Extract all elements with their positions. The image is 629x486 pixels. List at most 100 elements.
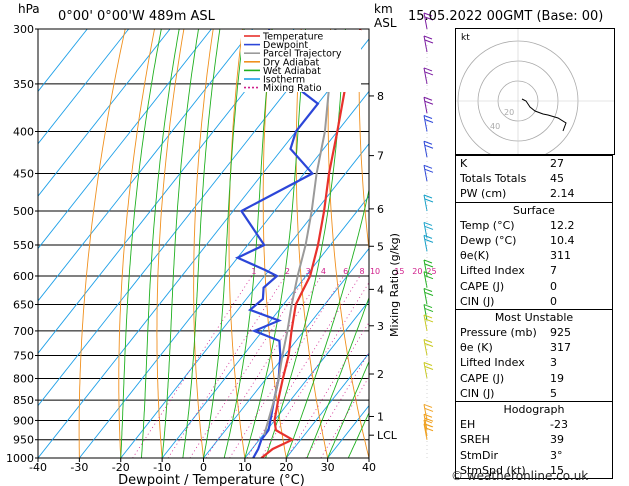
most_unstable-label: CIN (J): [460, 386, 495, 400]
km-tick-label: 1: [377, 410, 384, 423]
wind-barb-icon: [423, 35, 428, 53]
most_unstable-row: Pressure (mb) 925: [456, 325, 612, 340]
wind-barb-icon: [423, 271, 428, 288]
wet-adiabat-line: [120, 29, 162, 458]
hodograph-title: Hodograph: [503, 403, 565, 416]
isotherm-line: [120, 143, 369, 458]
mixing-ratio-line: [286, 321, 369, 458]
wind-barb-icon: [423, 288, 428, 305]
most-unstable-title: Most Unstable: [494, 310, 574, 324]
dry-adiabat-line: [156, 29, 185, 458]
isotherm-line: [38, 29, 295, 354]
legend-label: Dry Adiabat: [263, 57, 320, 68]
dry-adiabat-line: [228, 29, 246, 458]
hodograph-units: kt: [461, 33, 470, 43]
hodograph-panel: kt 20 40: [455, 28, 615, 162]
pressure-tick-label: 950: [13, 434, 34, 447]
wind-barb-flag: [423, 339, 433, 343]
wind-barb-flag: [423, 164, 433, 169]
wind-barb-flag: [423, 194, 433, 199]
wind-barb-flag: [423, 403, 433, 408]
isotherm-line: [38, 38, 369, 458]
hodograph-indices-box: Hodograph EH -23 SREH 39 StmDir 3° StmSpd (kt)…: [455, 401, 613, 479]
most_unstable-value: 19: [550, 371, 564, 385]
legend-background: [241, 30, 361, 92]
wind-barb-flag: [424, 275, 434, 280]
wind-barb-flag: [423, 140, 433, 145]
surface-label: CIN (J): [460, 294, 495, 308]
km-tick-label: 7: [377, 150, 384, 163]
top-value: 45: [550, 172, 564, 186]
wind-barb-flag: [424, 168, 434, 173]
mixing-ratio-line: [229, 275, 345, 458]
wet-adiabat-line: [140, 29, 180, 458]
x-tick-label: 0: [200, 461, 207, 474]
wind-barb-flag: [424, 71, 434, 76]
surface-row: Temp (°C) 12.2: [456, 218, 612, 233]
wind-barb-flag: [423, 96, 433, 101]
mixing-ratio-label: 25: [426, 267, 436, 276]
wind-barb-icon: [423, 235, 428, 252]
pressure-tick-label: 650: [13, 299, 34, 312]
wind-barb-flag: [424, 318, 434, 323]
location-label: 0°00' 0°00'W 489m ASL: [58, 9, 215, 24]
wind-barb-icon: [423, 115, 428, 132]
isotherm-line: [244, 300, 369, 458]
mixing-ratio-line: [132, 275, 253, 458]
pressure-tick-label: 850: [13, 394, 34, 407]
dry-adiabat-line: [358, 29, 369, 253]
wind-barb-icon: [423, 314, 428, 332]
mixing-ratio-line: [246, 275, 361, 458]
mixing-ratio-label: 10: [370, 267, 380, 276]
top-row: K 27: [456, 156, 612, 171]
most_unstable-value: 925: [550, 326, 571, 340]
surface-value: 311: [550, 249, 571, 263]
wet-adiabat-line: [285, 187, 369, 458]
wind-barb-flag: [423, 221, 433, 226]
x-tick-label: -20: [112, 461, 130, 474]
legend-label: Dewpoint: [263, 40, 308, 51]
most_unstable-label: CAPE (J): [460, 371, 505, 385]
most_unstable-label: θe (K): [460, 341, 493, 355]
wet-adiabat-line: [306, 296, 369, 458]
temperature-curve: [260, 29, 362, 458]
credit-label: © weatheronline.co.uk: [451, 469, 589, 483]
parcel-trajectory-curve: [263, 29, 337, 436]
wind-barb-flag: [423, 259, 433, 264]
km-tick-label: LCL: [377, 429, 398, 442]
pressure-tick-label: 350: [13, 78, 34, 91]
pressure-tick-label: 1000: [6, 452, 34, 465]
surface-value: 10.4: [550, 233, 575, 247]
wind-barb-flag: [423, 304, 433, 309]
pressure-tick-label: 300: [13, 23, 34, 36]
wind-barb-flag: [424, 417, 434, 422]
datetime-label: 15.05.2022 00GMT (Base: 00): [408, 9, 604, 24]
wet-adiabat-line: [182, 29, 221, 458]
wind-barb-icon: [423, 194, 428, 212]
most-unstable-box: Most Unstable Pressure (mb) 925 θe (K) 317 L…: [455, 308, 613, 401]
hodograph-row: EH -23: [456, 417, 612, 432]
wind-barb-icon: [423, 259, 428, 277]
isotherm-line: [38, 29, 130, 145]
legend-label: Wet Adiabat: [263, 66, 321, 77]
hodograph-value: 15: [550, 463, 564, 477]
surface-row: CIN (J) 0: [456, 294, 612, 309]
isotherm-line: [38, 29, 254, 302]
isotherm-line: [161, 195, 369, 458]
surface-value: 0: [550, 279, 557, 293]
km-asl-label: ASL: [374, 16, 397, 30]
hodograph-label: SREH: [460, 433, 490, 447]
wet-adiabat-line: [327, 360, 369, 458]
wind-barb-flag: [424, 343, 434, 347]
pressure-tick-label: 600: [13, 270, 34, 283]
wind-barb-flag: [423, 67, 433, 72]
wind-barb-flag: [424, 366, 434, 370]
pressure-tick-label: 800: [13, 372, 34, 385]
surface-box: Surface Temp (°C) 12.2 Dewp (°C) 10.4 θe(K) 3…: [455, 201, 613, 309]
wind-barb-flag: [424, 308, 434, 313]
mixing-ratio-line: [189, 275, 307, 458]
dry-adiabat-line: [78, 29, 126, 458]
isotherm-line: [203, 247, 369, 458]
wind-barb-icon: [423, 423, 428, 440]
wind-barb-icon: [423, 404, 428, 421]
